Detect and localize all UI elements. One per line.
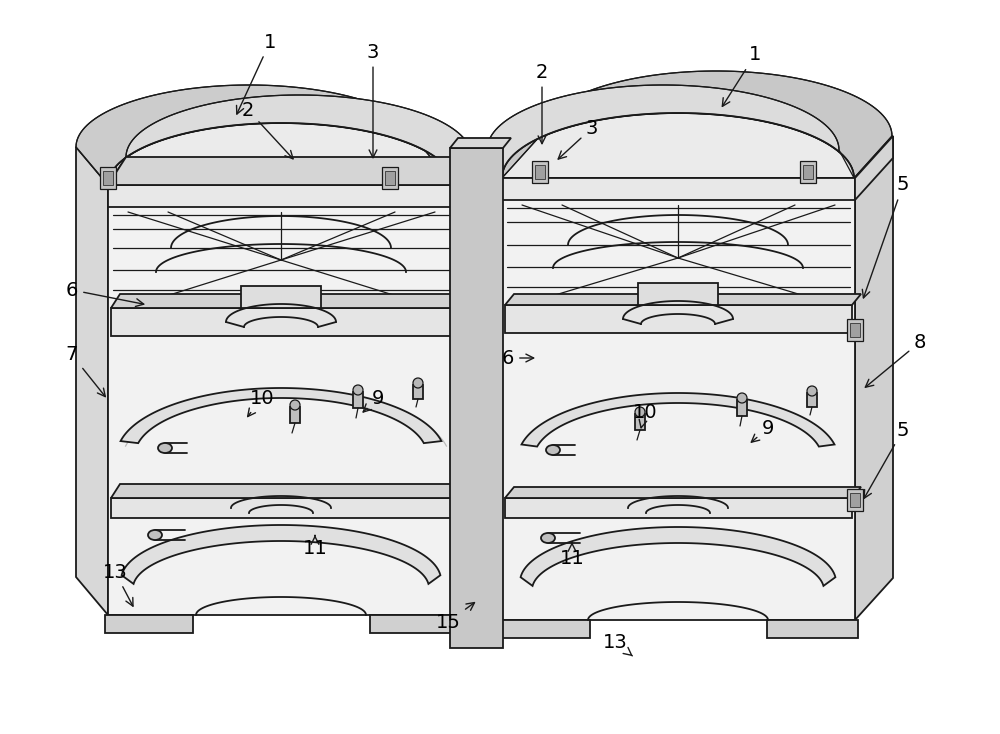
Polygon shape [108,185,455,207]
Polygon shape [635,414,645,430]
Polygon shape [855,136,893,200]
Text: 2: 2 [242,101,293,159]
Polygon shape [502,113,855,178]
Text: 6: 6 [502,349,534,368]
Text: 8: 8 [865,333,926,388]
Polygon shape [385,171,395,185]
Polygon shape [241,286,321,308]
Text: 7: 7 [66,346,105,396]
Polygon shape [505,294,861,305]
Polygon shape [105,615,193,633]
Text: 2: 2 [536,62,548,144]
Polygon shape [100,167,116,189]
Polygon shape [111,308,452,336]
Text: 1: 1 [237,32,276,114]
Polygon shape [502,178,855,620]
Polygon shape [450,138,511,148]
Circle shape [413,378,423,388]
Polygon shape [353,392,363,408]
Polygon shape [505,305,852,333]
Polygon shape [450,148,503,648]
Polygon shape [108,157,473,185]
Polygon shape [103,171,113,185]
Text: 9: 9 [363,388,384,412]
Polygon shape [505,498,852,518]
Polygon shape [370,615,458,633]
Text: 5: 5 [862,175,909,298]
Polygon shape [108,185,455,615]
Text: 10: 10 [248,388,274,417]
Ellipse shape [158,443,172,453]
Text: 13: 13 [603,633,632,656]
Polygon shape [111,484,461,498]
Polygon shape [847,489,863,511]
Polygon shape [807,393,817,407]
Polygon shape [521,393,835,446]
Polygon shape [767,620,858,638]
Text: 15: 15 [436,603,475,631]
Polygon shape [532,161,548,183]
Text: 6: 6 [66,280,144,307]
Ellipse shape [148,530,162,540]
Ellipse shape [546,445,560,455]
Polygon shape [850,493,860,507]
Polygon shape [382,167,398,189]
Text: 1: 1 [722,46,761,106]
Polygon shape [502,178,855,200]
Polygon shape [737,400,747,416]
Text: 5: 5 [864,421,909,498]
Polygon shape [855,136,893,620]
Polygon shape [76,85,454,185]
Circle shape [290,400,300,410]
Circle shape [807,386,817,396]
Polygon shape [638,283,718,305]
Polygon shape [122,525,440,584]
Polygon shape [121,388,441,443]
Polygon shape [505,487,861,498]
Circle shape [635,407,645,417]
Polygon shape [800,161,816,183]
Polygon shape [111,294,461,308]
Polygon shape [413,385,423,399]
Polygon shape [803,165,813,179]
Polygon shape [521,527,835,586]
Polygon shape [487,85,854,178]
Text: 13: 13 [103,562,133,606]
Polygon shape [847,319,863,341]
Circle shape [737,393,747,403]
Polygon shape [76,147,108,615]
Text: 3: 3 [367,43,379,158]
Text: 11: 11 [560,543,584,567]
Text: 10: 10 [633,402,657,428]
Text: 9: 9 [751,418,774,442]
Text: 3: 3 [558,118,598,159]
Polygon shape [111,498,452,518]
Polygon shape [502,71,892,178]
Polygon shape [108,123,455,185]
Polygon shape [850,323,860,337]
Polygon shape [535,165,545,179]
Ellipse shape [541,533,555,543]
Polygon shape [108,95,472,185]
Polygon shape [499,620,590,638]
Polygon shape [290,407,300,423]
Text: 11: 11 [303,536,327,558]
Circle shape [353,385,363,395]
